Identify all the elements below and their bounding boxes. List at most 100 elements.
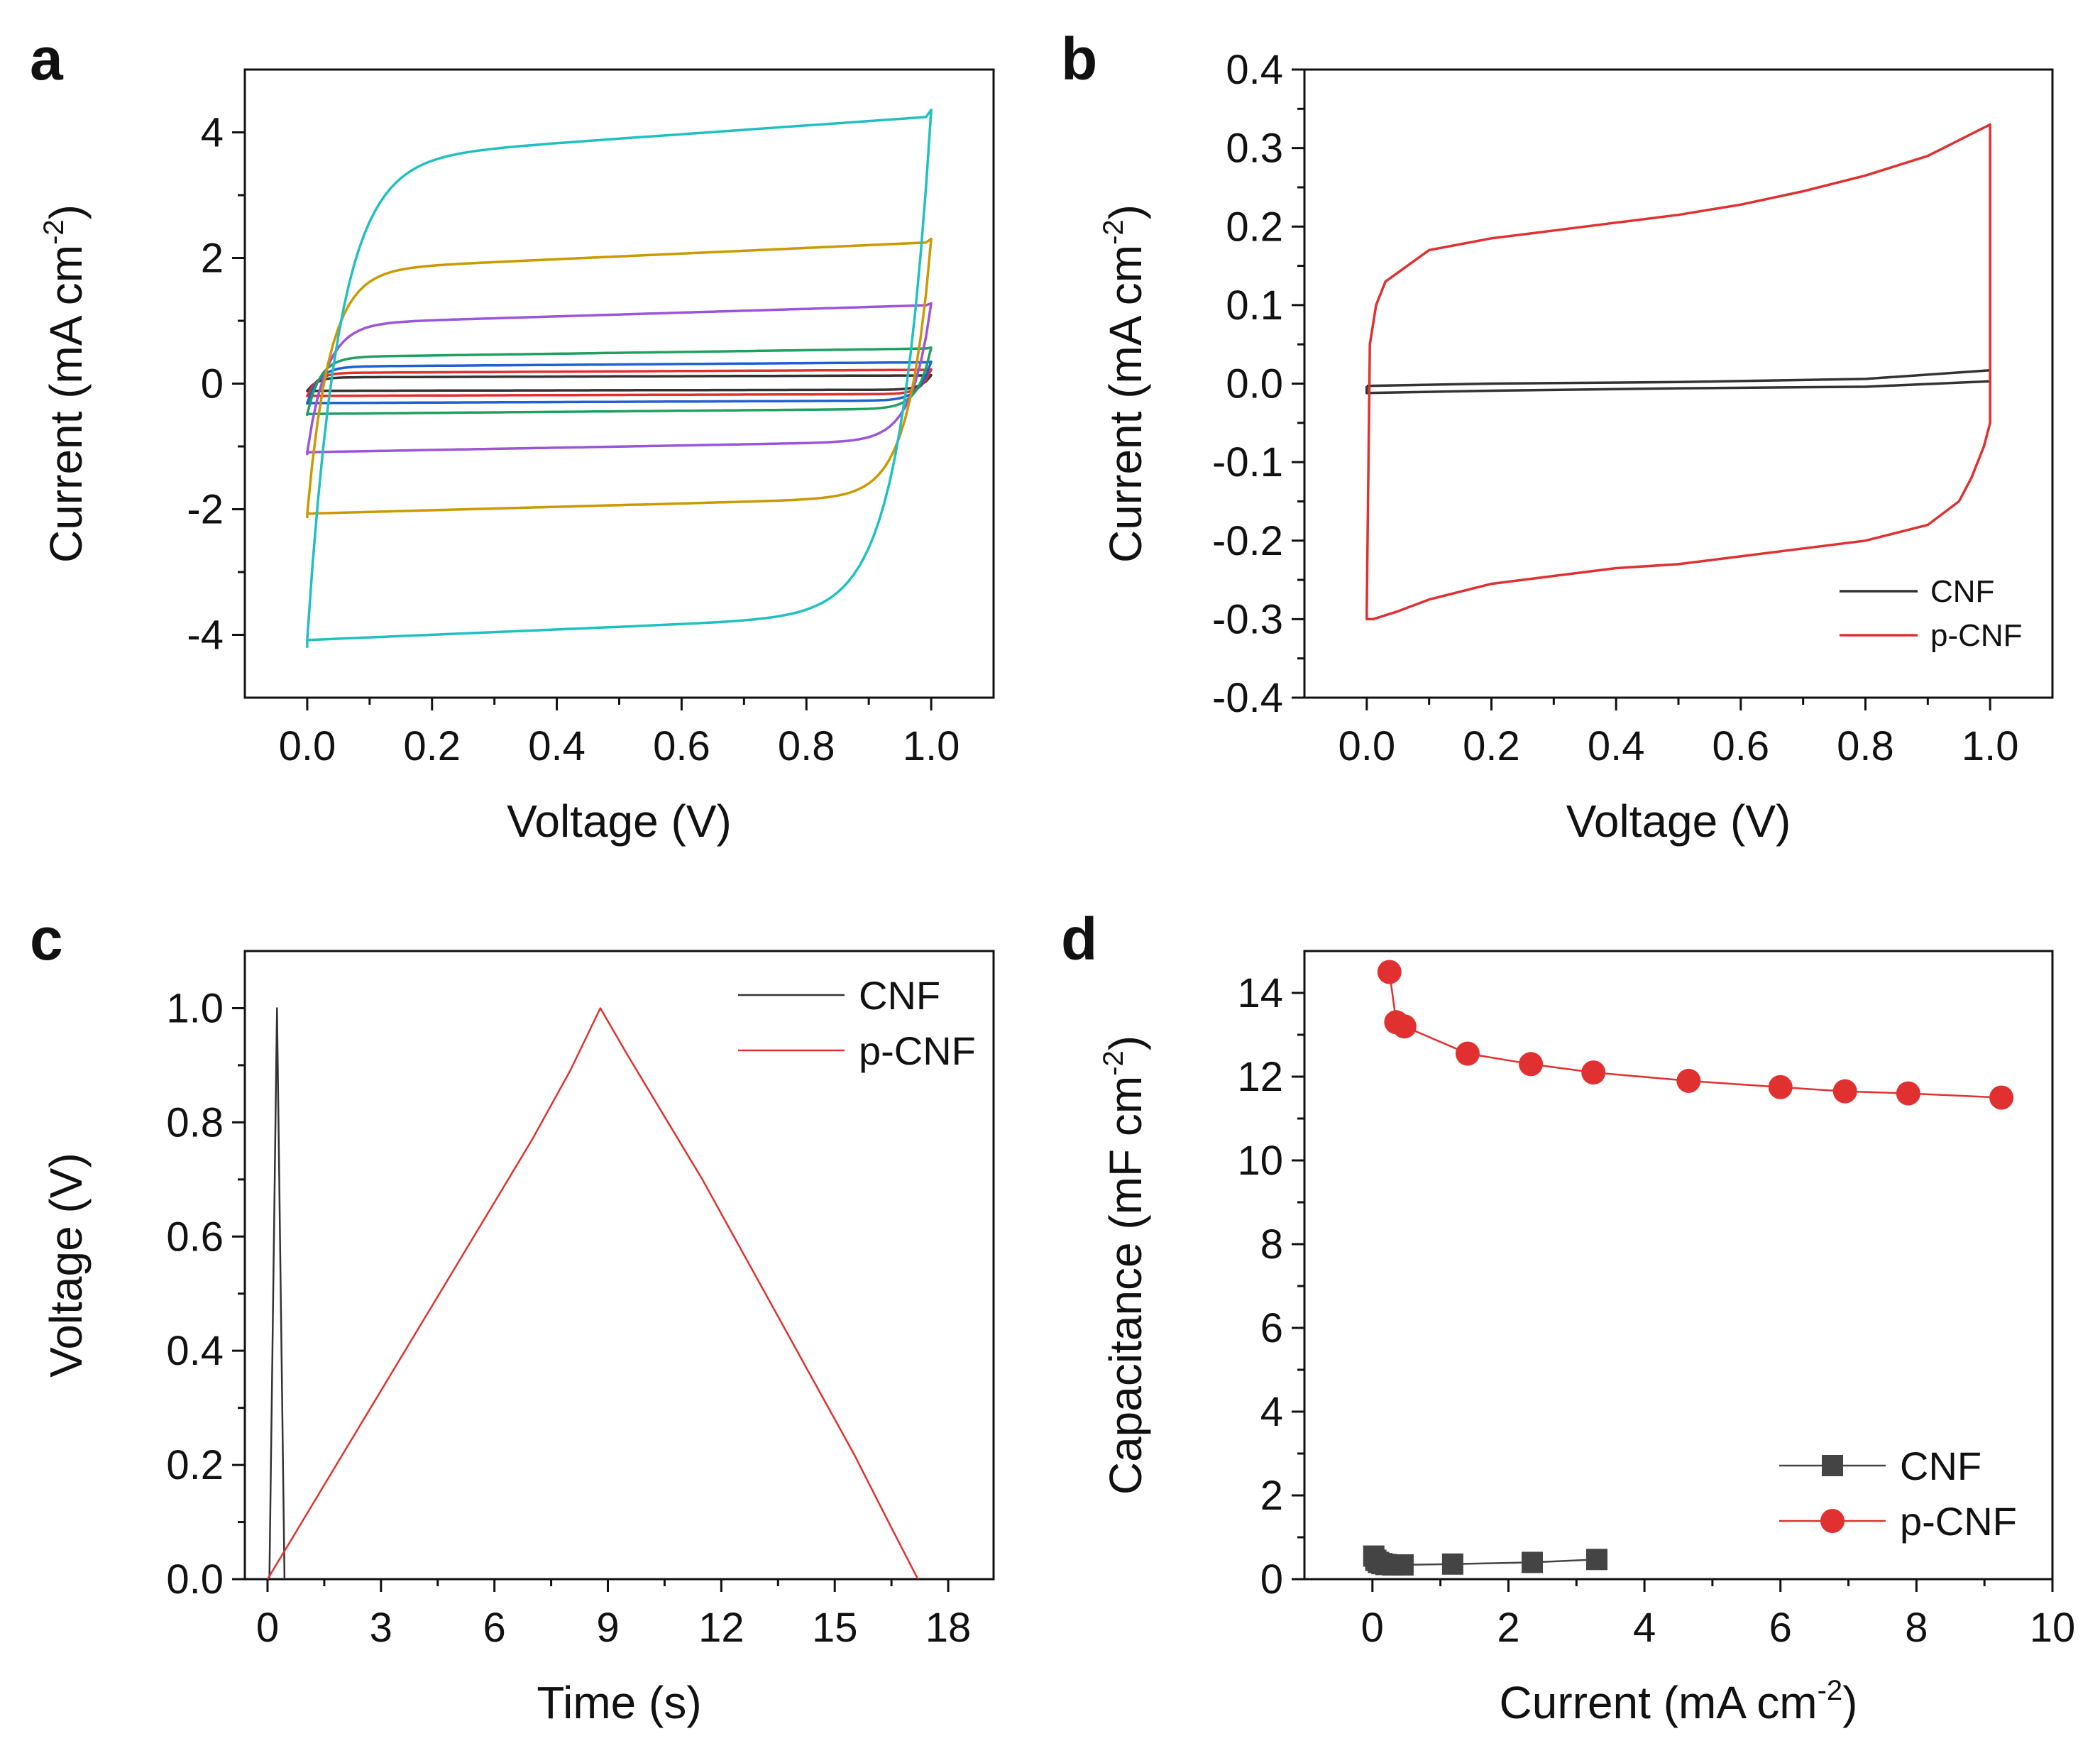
- y-tick-label: 0.0: [1226, 361, 1283, 407]
- data-point-CNF: [1586, 1549, 1608, 1571]
- y-tick-label: 2: [201, 236, 224, 282]
- y-tick-label: 0.6: [166, 1214, 224, 1260]
- x-tick-label: 0.4: [1588, 723, 1645, 769]
- plot-frame: [1303, 950, 2054, 1581]
- y-axis-title-end: ): [1100, 1035, 1151, 1050]
- y-tick-label: 14: [1237, 970, 1283, 1016]
- panel-letter-c: c: [30, 906, 63, 972]
- x-tick-label: 18: [925, 1605, 972, 1651]
- x-tick-label: 10: [2030, 1605, 2076, 1651]
- y-tick-label: 12: [1237, 1054, 1283, 1100]
- y-tick-label: -4: [187, 612, 224, 659]
- series-group: [306, 109, 933, 648]
- series-line-scan-6: [306, 237, 933, 519]
- x-axis-title: Voltage (V): [1566, 796, 1791, 847]
- data-point-p-CNF: [1832, 1079, 1857, 1104]
- chart-panel-c: 0 3 6 9 12 15 18 0.0 0.2 0.4 0.6 0.8 1.0 Time (s) Volt…: [40, 950, 995, 1728]
- y-axis-title-sup: -2: [1098, 219, 1129, 245]
- series-line-p-CNF: [266, 1007, 919, 1580]
- x-axis-title-text: Time (s): [537, 1677, 701, 1728]
- y-axis-title-text: Capacitance (mF cm: [1100, 1076, 1151, 1495]
- y-tick-label: 0.3: [1226, 126, 1283, 172]
- x-tick-label: 0.0: [1338, 723, 1396, 769]
- x-tick-label: 0.2: [403, 723, 461, 769]
- y-tick-label: 0.2: [1226, 204, 1283, 250]
- y-axis-title-text: Current (mA cm: [40, 245, 92, 563]
- y-axis-title-sup: -2: [38, 219, 70, 245]
- x-tick-label: 6: [1769, 1605, 1792, 1651]
- x-tick-label: 0.2: [1463, 723, 1520, 769]
- data-point-p-CNF: [1581, 1060, 1606, 1085]
- y-axis-title-end: ): [1100, 204, 1151, 219]
- panel-letter-b: b: [1061, 26, 1097, 92]
- x-tick-label: 3: [370, 1605, 392, 1651]
- data-point-p-CNF: [1455, 1041, 1480, 1066]
- y-tick-label: 0.1: [1226, 282, 1283, 329]
- x-tick-label: 0.0: [279, 723, 336, 769]
- x-axis-title-text: Voltage (V): [507, 796, 732, 847]
- data-point-CNF: [1441, 1553, 1463, 1575]
- panel-letter-d: d: [1061, 906, 1097, 972]
- x-axis-title-text: Current (mA cm: [1500, 1677, 1818, 1728]
- y-axis-title-sup: -2: [1098, 1050, 1129, 1076]
- y-tick-label: -0.2: [1212, 518, 1283, 564]
- data-point-p-CNF: [1768, 1075, 1793, 1099]
- y-tick-label: 4: [1260, 1389, 1283, 1435]
- y-tick-label: 0.8: [166, 1099, 224, 1146]
- y-axis-title: Current (mA cm-2): [38, 204, 92, 563]
- chart-panel-a: 0.0 0.2 0.4 0.6 0.8 1.0 -4 -2 0 2 4 Voltage (V) Curr…: [38, 68, 995, 847]
- series-line-CNF: [268, 1007, 286, 1580]
- data-point-CNF: [1521, 1551, 1543, 1573]
- legend-label-CNF: CNF: [1930, 574, 1994, 609]
- y-tick-label: 6: [1260, 1305, 1283, 1351]
- chart-panel-b: 0.0 0.2 0.4 0.6 0.8 1.0 -0.4 -0.3 -0.2 -0.1 0.0 0.1…: [1098, 47, 2054, 847]
- x-axis-title: Time (s): [537, 1677, 701, 1728]
- data-point-p-CNF: [1377, 960, 1402, 984]
- y-tick-label: 0: [1260, 1556, 1283, 1603]
- x-tick-label: 6: [483, 1605, 506, 1651]
- series-line-scan-3: [306, 360, 933, 405]
- x-tick-label: 0.6: [1713, 723, 1770, 769]
- legend-label-CNF: CNF: [859, 973, 940, 1018]
- plot-frame: [243, 950, 995, 1581]
- data-point-p-CNF: [1519, 1052, 1544, 1077]
- x-tick-label: 0: [1361, 1605, 1384, 1651]
- x-tick-label: 1.0: [903, 723, 960, 769]
- x-tick-label: 9: [596, 1605, 619, 1651]
- y-tick-label: 0.2: [166, 1442, 224, 1488]
- data-point-CNF: [1392, 1554, 1414, 1576]
- x-axis-title-end: ): [1842, 1677, 1857, 1728]
- y-tick-label: -0.1: [1212, 439, 1283, 485]
- x-tick-label: 15: [812, 1605, 858, 1651]
- x-tick-label: 0.4: [528, 723, 586, 769]
- x-axis-title-text: Voltage (V): [1566, 796, 1791, 847]
- y-tick-label: 8: [1260, 1221, 1283, 1268]
- y-axis-title: Voltage (V): [40, 1153, 92, 1378]
- x-tick-label: 8: [1905, 1605, 1928, 1651]
- x-axis-title: Voltage (V): [507, 796, 732, 847]
- y-tick-label: 0: [201, 361, 224, 407]
- y-tick-label: -2: [187, 487, 224, 533]
- legend-label-p-CNF: p-CNF: [1930, 618, 2023, 653]
- y-axis-title-end: ): [40, 204, 92, 219]
- data-point-p-CNF: [1676, 1068, 1701, 1093]
- x-tick-label: 0: [256, 1605, 279, 1651]
- x-tick-label: 2: [1497, 1605, 1519, 1651]
- legend-marker-CNF: [1822, 1455, 1843, 1476]
- y-axis-title-text: Current (mA cm: [1100, 245, 1151, 563]
- panel-letter-a: a: [30, 26, 64, 92]
- y-tick-label: 10: [1237, 1138, 1283, 1184]
- y-axis-title-text: Voltage (V): [40, 1153, 92, 1378]
- y-axis-title: Capacitance (mF cm-2): [1098, 1035, 1151, 1495]
- y-tick-label: 2: [1260, 1473, 1283, 1519]
- x-tick-label: 0.8: [1837, 723, 1894, 769]
- legend-label-CNF: CNF: [1900, 1444, 1981, 1488]
- data-point-p-CNF: [1989, 1085, 2014, 1110]
- x-axis-title: Current (mA cm-2): [1500, 1675, 1858, 1728]
- y-tick-label: 1.0: [166, 985, 224, 1031]
- legend-label-p-CNF: p-CNF: [859, 1028, 976, 1073]
- legend-marker-p-CNF: [1820, 1509, 1845, 1533]
